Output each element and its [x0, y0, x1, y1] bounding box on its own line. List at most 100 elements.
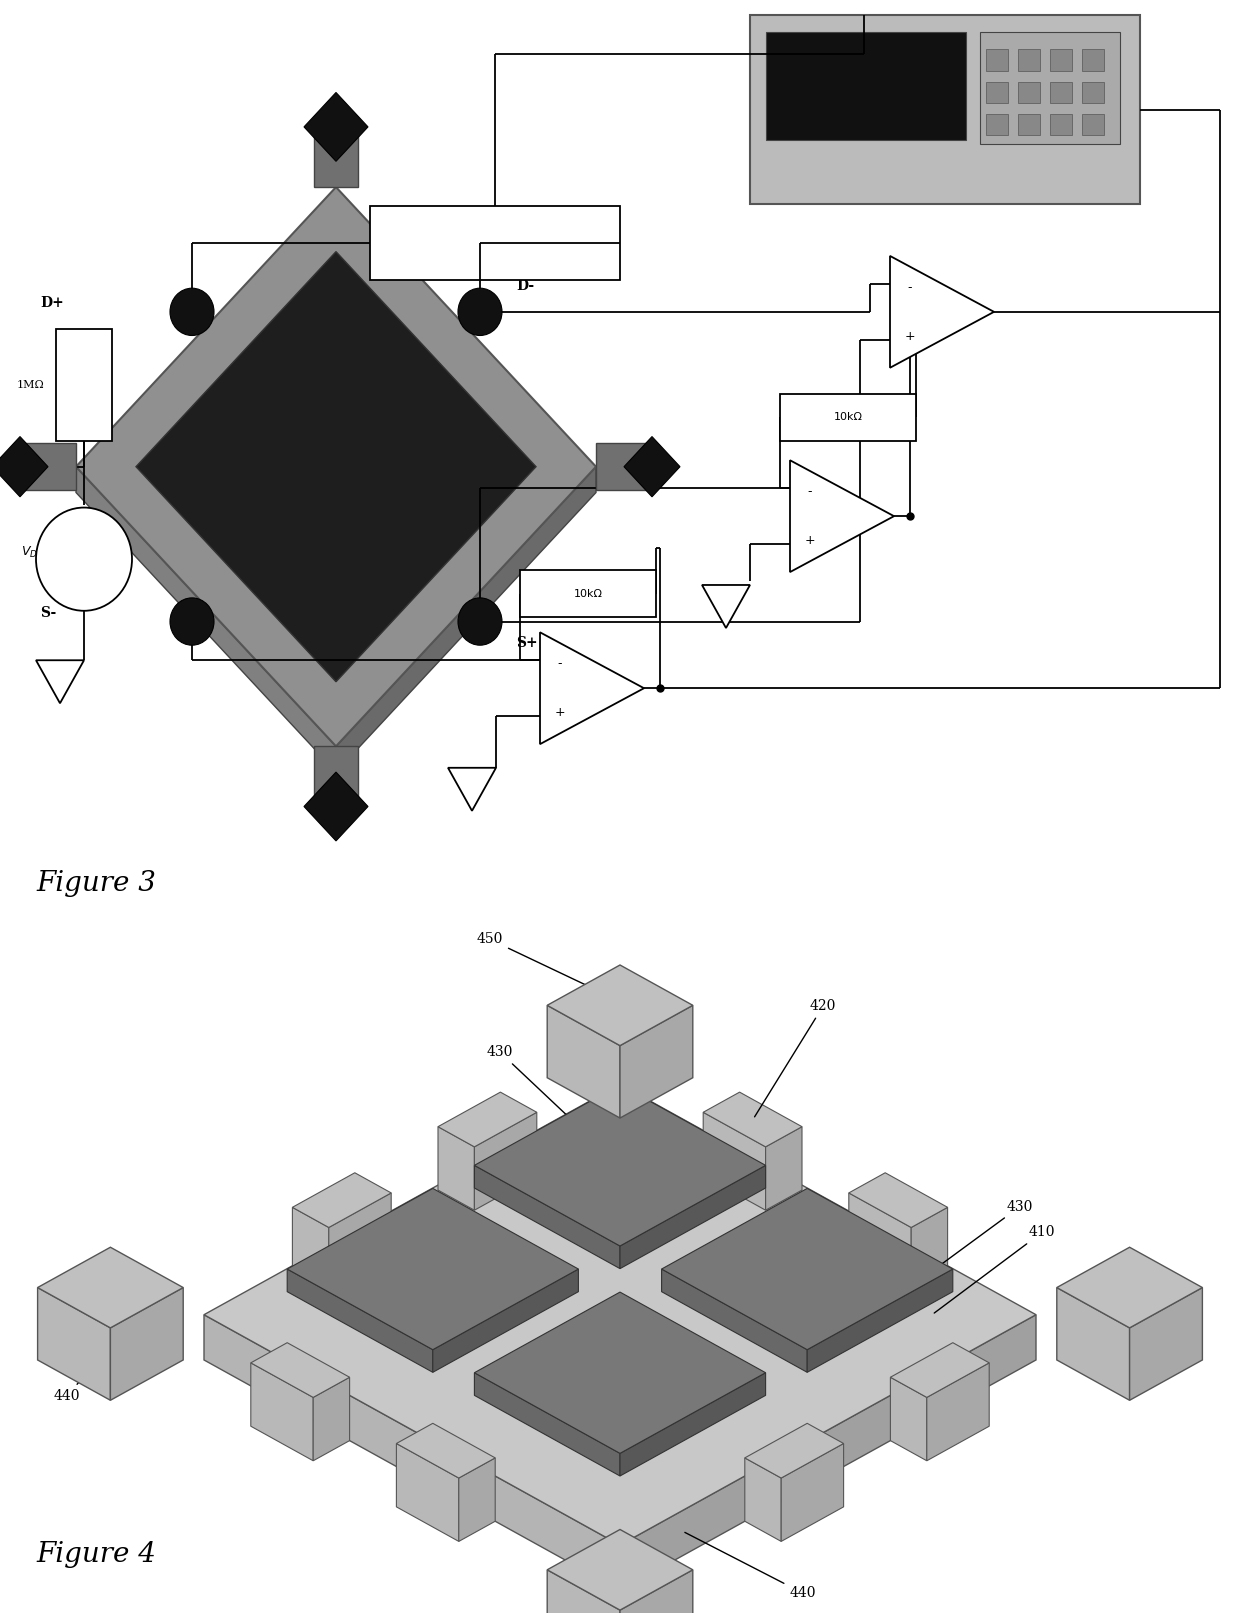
Polygon shape	[849, 1173, 947, 1227]
Bar	[1018, 82, 1040, 103]
Polygon shape	[765, 1127, 802, 1210]
Text: 10kΩ: 10kΩ	[833, 413, 863, 423]
Polygon shape	[703, 1113, 765, 1210]
Text: 430: 430	[882, 1200, 1033, 1308]
Text: -: -	[558, 656, 562, 669]
Text: 450: 450	[477, 932, 618, 1000]
Circle shape	[458, 598, 502, 645]
Bar	[780, 394, 916, 440]
Bar	[750, 15, 1140, 205]
Polygon shape	[662, 1189, 952, 1350]
Polygon shape	[620, 1373, 765, 1476]
Polygon shape	[1056, 1247, 1203, 1327]
Polygon shape	[293, 1207, 329, 1290]
Polygon shape	[304, 773, 368, 840]
Polygon shape	[620, 1165, 765, 1269]
Text: Figure 4: Figure 4	[36, 1540, 156, 1568]
Polygon shape	[475, 1113, 537, 1210]
Text: 0°: 0°	[398, 239, 410, 248]
Polygon shape	[304, 92, 368, 161]
Polygon shape	[890, 1342, 990, 1397]
Text: -: -	[908, 281, 913, 294]
Bar	[766, 32, 966, 140]
Bar	[1050, 115, 1073, 135]
Text: 440: 440	[53, 1305, 145, 1403]
Text: -: -	[807, 486, 812, 498]
Text: 410: 410	[934, 1226, 1055, 1313]
Text: S+: S+	[516, 636, 538, 650]
Text: $V_{DC}$: $V_{DC}$	[21, 545, 43, 560]
Polygon shape	[438, 1092, 537, 1147]
Polygon shape	[433, 1269, 578, 1373]
Bar	[1050, 50, 1073, 71]
Bar	[370, 206, 620, 279]
Polygon shape	[293, 1173, 391, 1227]
Bar	[1018, 50, 1040, 71]
Text: +: +	[94, 537, 105, 550]
Polygon shape	[475, 1373, 620, 1476]
Polygon shape	[475, 1165, 620, 1269]
Polygon shape	[36, 660, 84, 703]
Polygon shape	[314, 1378, 350, 1461]
Bar	[1083, 82, 1104, 103]
Polygon shape	[1056, 1287, 1130, 1400]
Polygon shape	[20, 444, 76, 490]
Text: 180°: 180°	[569, 239, 596, 248]
Text: +: +	[905, 331, 915, 344]
Polygon shape	[539, 632, 644, 744]
Text: −: −	[66, 571, 78, 586]
Polygon shape	[314, 127, 358, 187]
Polygon shape	[250, 1363, 314, 1461]
Text: 10kΩ: 10kΩ	[573, 589, 603, 598]
Text: 430: 430	[487, 1045, 618, 1163]
Polygon shape	[624, 437, 680, 497]
Text: D+: D+	[40, 297, 63, 310]
Polygon shape	[790, 460, 894, 573]
Polygon shape	[890, 1378, 926, 1461]
Bar	[986, 115, 1008, 135]
Circle shape	[458, 289, 502, 336]
Polygon shape	[662, 1269, 807, 1373]
Text: +: +	[805, 534, 816, 547]
Bar	[980, 32, 1120, 144]
Bar	[986, 50, 1008, 71]
Polygon shape	[620, 1569, 693, 1613]
Text: 440: 440	[684, 1532, 816, 1600]
Polygon shape	[547, 1569, 620, 1613]
Polygon shape	[745, 1423, 843, 1478]
Polygon shape	[136, 252, 536, 682]
Polygon shape	[205, 1084, 1035, 1545]
Polygon shape	[438, 1127, 475, 1210]
Polygon shape	[547, 1529, 693, 1610]
Circle shape	[170, 598, 215, 645]
Polygon shape	[703, 1092, 802, 1147]
Bar	[1083, 115, 1104, 135]
Polygon shape	[781, 1444, 843, 1542]
Polygon shape	[329, 1194, 391, 1290]
Polygon shape	[336, 466, 596, 773]
Polygon shape	[547, 1005, 620, 1118]
Text: 1MΩ: 1MΩ	[16, 381, 43, 390]
Polygon shape	[288, 1189, 578, 1350]
Polygon shape	[397, 1423, 495, 1478]
Polygon shape	[314, 747, 358, 806]
Polygon shape	[250, 1342, 350, 1397]
Polygon shape	[475, 1084, 765, 1245]
Polygon shape	[288, 1269, 433, 1373]
Polygon shape	[926, 1363, 990, 1461]
Polygon shape	[890, 256, 994, 368]
Polygon shape	[596, 444, 652, 490]
Polygon shape	[0, 437, 48, 497]
Polygon shape	[911, 1207, 947, 1290]
Bar	[1083, 50, 1104, 71]
Polygon shape	[849, 1194, 911, 1290]
Bar	[520, 569, 656, 618]
Bar	[1050, 82, 1073, 103]
Polygon shape	[397, 1444, 459, 1542]
Bar	[986, 82, 1008, 103]
Polygon shape	[37, 1287, 110, 1400]
Polygon shape	[448, 768, 496, 811]
Polygon shape	[807, 1269, 952, 1373]
Polygon shape	[459, 1458, 495, 1542]
Polygon shape	[205, 1315, 620, 1590]
